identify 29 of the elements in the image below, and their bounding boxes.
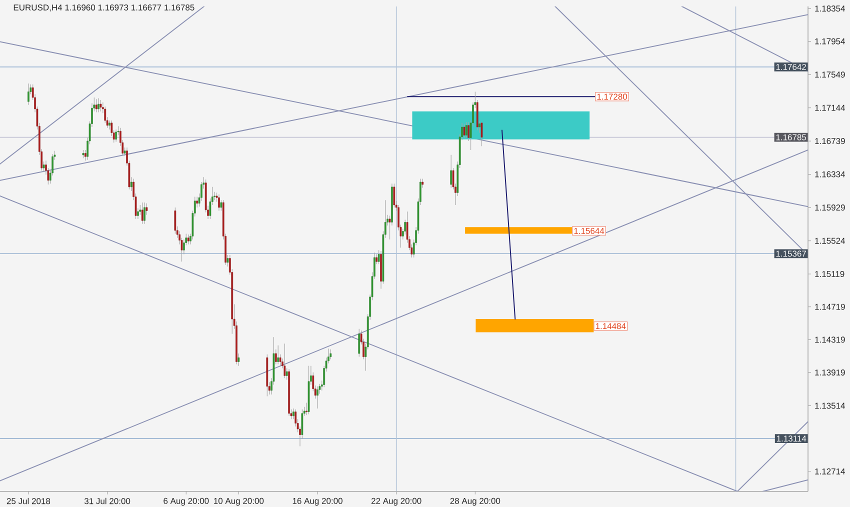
annotation: 1.15644 [574, 228, 604, 234]
y-tick-label: 1.17549 [815, 72, 845, 78]
x-tick-label: 31 Jul 20:00 [84, 498, 130, 504]
y-tick-label: 1.13514 [815, 402, 846, 409]
x-tick-label: 6 Aug 20:00 [164, 498, 209, 506]
ref-line-label: 1.17642 [776, 64, 806, 70]
x-tick-label: 28 Aug 20:00 [450, 498, 500, 506]
y-tick-label: 1.15524 [815, 238, 846, 244]
chart-title: EURUSD,H4 1.16960 1.16973 1.16677 1.16785 [14, 4, 194, 12]
x-tick-label: 25 Jul 2018 [6, 498, 50, 504]
x-tick-label: 22 Aug 20:00 [371, 498, 422, 506]
ref-line-label: 1.16785 [776, 134, 806, 140]
y-tick-label: 1.18354 [815, 6, 846, 12]
x-tick-label: 16 Aug 20:00 [292, 498, 342, 506]
y-tick-label: 1.15929 [815, 204, 845, 211]
ref-line-label: 1.13114 [776, 436, 806, 442]
ref-line-label: 1.15367 [776, 250, 806, 257]
y-tick-label: 1.13919 [815, 369, 845, 376]
y-tick-label: 1.17954 [815, 38, 846, 44]
y-tick-label: 1.14719 [815, 304, 845, 310]
annotation: 1.17280 [597, 94, 628, 100]
y-tick-label: 1.12714 [815, 468, 846, 474]
y-tick-label: 1.15119 [815, 270, 844, 278]
y-tick-label: 1.17144 [815, 104, 846, 111]
y-tick-label: 1.16334 [815, 171, 846, 178]
annotation: 1.14484 [596, 323, 626, 330]
x-tick-label: 10 Aug 20:00 [214, 498, 264, 506]
y-tick-label: 1.14319 [815, 336, 845, 343]
y-tick-label: 1.16739 [815, 138, 845, 144]
